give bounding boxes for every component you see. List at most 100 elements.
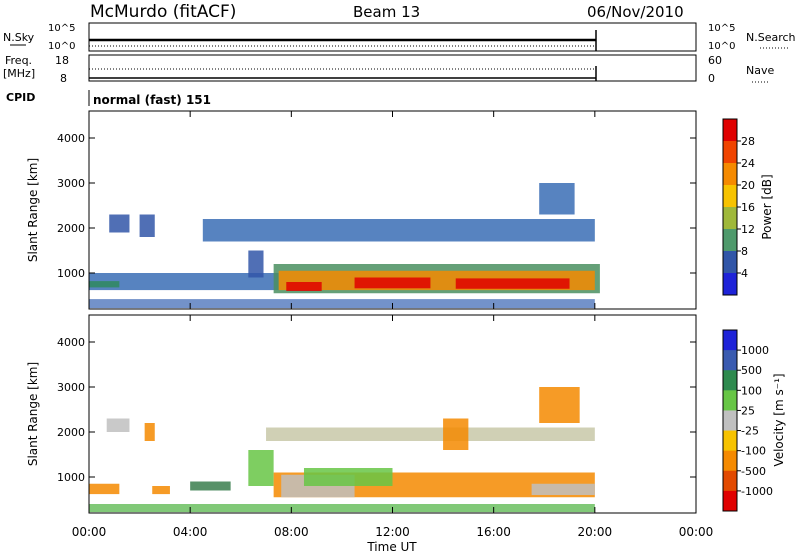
x-axis-label: Time UT — [366, 540, 417, 554]
velocity-x-ticks — [88, 315, 697, 513]
power-ytick-label-1000: 1000 — [57, 267, 85, 280]
date-title: 06/Nov/2010 — [587, 3, 684, 21]
x-tick-label-2: 08:00 — [274, 525, 309, 539]
velocity-band-9 — [144, 423, 155, 441]
velocity-colorbar-tick-label-5: -100 — [741, 445, 766, 458]
velocity-ytick-label-2000: 2000 — [57, 426, 85, 439]
power-band-11 — [539, 183, 575, 215]
x-tick-label-6: 00:00 — [679, 525, 714, 539]
power-band-7 — [455, 278, 570, 289]
freq-panel-frame — [88, 54, 697, 82]
nsky-panel-frame — [88, 22, 697, 52]
power-colorbar-swatch-7 — [723, 273, 737, 296]
power-colorbar-ticks: 28 24 20 16 12 8 4 — [737, 135, 755, 280]
velocity-colorbar-tick-label-6: -500 — [741, 465, 766, 478]
velocity-colorbar-swatch-8 — [723, 490, 737, 512]
nave-tick-bottom: 0 — [708, 72, 715, 85]
velocity-band-7 — [531, 483, 595, 495]
velocity-colorbar-tick-label-7: -1000 — [741, 485, 773, 498]
velocity-band-3 — [248, 450, 274, 486]
power-ylabel: Slant Range [km] — [26, 158, 40, 262]
nave-label: Nave — [746, 64, 774, 77]
velocity-colorbar-tick-label-3: 25 — [741, 404, 755, 417]
power-colorbar-tick-label-2: 20 — [741, 179, 755, 192]
velocity-colorbar-swatch-4 — [723, 410, 737, 432]
velocity-colorbar-ticks: 1000 500 100 25 -25 -100 -500 -1000 — [737, 344, 773, 498]
velocity-colorbar-frame — [722, 329, 738, 512]
power-band-6 — [354, 277, 431, 289]
velocity-colorbar-swatch-5 — [723, 430, 737, 452]
nave-tick-top: 60 — [708, 54, 722, 67]
velocity-band-2 — [190, 481, 231, 491]
x-tick-label-5: 20:00 — [578, 525, 613, 539]
beam-title: Beam 13 — [353, 3, 420, 21]
power-band-1 — [89, 281, 120, 288]
velocity-colorbar-label: Velocity [m s⁻¹] — [772, 373, 786, 466]
velocity-band-12 — [539, 387, 580, 423]
power-band-0 — [89, 273, 279, 291]
power-data — [89, 183, 600, 309]
velocity-colorbar-swatch-3 — [723, 390, 737, 411]
velocity-band-8 — [106, 418, 130, 432]
power-colorbar-label: Power [dB] — [760, 174, 774, 239]
velocity-colorbar-swatch-6 — [723, 450, 737, 472]
freq-tick-top: 18 — [55, 54, 69, 67]
freq-tick-bottom: 8 — [60, 72, 67, 85]
velocity-colorbar-swatch-2 — [723, 370, 737, 391]
power-band-8 — [109, 214, 130, 233]
velocity-band-0 — [89, 483, 120, 495]
velocity-band-11 — [443, 418, 469, 450]
power-panel: 1000 2000 3000 4000 Slant Range [km] — [26, 110, 697, 310]
velocity-colorbar: 1000 500 100 25 -25 -100 -500 -1000 Velocity [m… — [722, 329, 786, 512]
freq-unit-label: [MHz] — [3, 67, 35, 80]
velocity-colorbar-swatch-1 — [723, 350, 737, 371]
power-colorbar-tick-label-1: 24 — [741, 157, 755, 170]
power-ytick-label-3000: 3000 — [57, 177, 85, 190]
velocity-colorbar-swatches — [723, 330, 737, 512]
velocity-band-6 — [303, 468, 393, 486]
cpid-value: normal (fast) 151 — [93, 93, 211, 107]
power-band-5 — [286, 282, 322, 291]
power-colorbar: 28 24 20 16 12 8 4 Power [dB] — [722, 118, 774, 296]
x-tick-label-0: 00:00 — [72, 525, 107, 539]
power-colorbar-swatch-1 — [723, 141, 737, 164]
power-x-ticks — [88, 111, 697, 309]
power-colorbar-swatches — [723, 119, 737, 296]
velocity-ylabel: Slant Range [km] — [26, 362, 40, 466]
nsky-tick-top: 10^5 — [48, 23, 75, 34]
velocity-band-10 — [266, 427, 595, 441]
power-ytick-label-2000: 2000 — [57, 222, 85, 235]
power-colorbar-tick-label-4: 12 — [741, 223, 755, 236]
freq-label: Freq. — [5, 54, 32, 67]
velocity-colorbar-tick-label-0: 1000 — [741, 344, 769, 357]
nsky-tick-bottom: 10^0 — [48, 41, 75, 52]
power-band-2 — [248, 250, 264, 278]
power-colorbar-swatch-3 — [723, 185, 737, 208]
x-tick-label-3: 12:00 — [375, 525, 410, 539]
power-colorbar-tick-label-5: 8 — [741, 245, 748, 258]
power-band-12 — [89, 299, 595, 309]
velocity-colorbar-tick-label-4: -25 — [741, 425, 759, 438]
power-colorbar-swatch-5 — [723, 229, 737, 252]
power-colorbar-swatch-0 — [723, 119, 737, 142]
bottom-x-tick-labels: 00:00 04:00 08:00 12:00 16:00 20:00 00:00 — [72, 525, 714, 539]
velocity-y-axis: 1000 2000 3000 4000 — [57, 336, 696, 484]
power-colorbar-tick-label-3: 16 — [741, 201, 755, 214]
velocity-colorbar-tick-label-2: 100 — [741, 384, 762, 397]
power-colorbar-swatch-2 — [723, 163, 737, 186]
velocity-band-13 — [89, 504, 595, 513]
velocity-colorbar-swatch-0 — [723, 330, 737, 351]
nsearch-label: N.Search — [746, 31, 796, 44]
x-tick-label-1: 04:00 — [173, 525, 208, 539]
power-colorbar-swatch-4 — [723, 207, 737, 230]
nsearch-tick-bottom: 10^0 — [708, 41, 735, 52]
velocity-colorbar-swatch-7 — [723, 470, 737, 492]
nsky-label: N.Sky — [3, 31, 35, 44]
power-colorbar-tick-label-0: 28 — [741, 135, 755, 148]
velocity-ytick-label-3000: 3000 — [57, 381, 85, 394]
velocity-panel: 1000 2000 3000 4000 Slant Range [km] Time U… — [26, 314, 697, 554]
power-colorbar-swatch-6 — [723, 251, 737, 274]
power-ytick-label-4000: 4000 — [57, 132, 85, 145]
nsky-trace — [89, 30, 597, 51]
velocity-ytick-label-1000: 1000 — [57, 471, 85, 484]
